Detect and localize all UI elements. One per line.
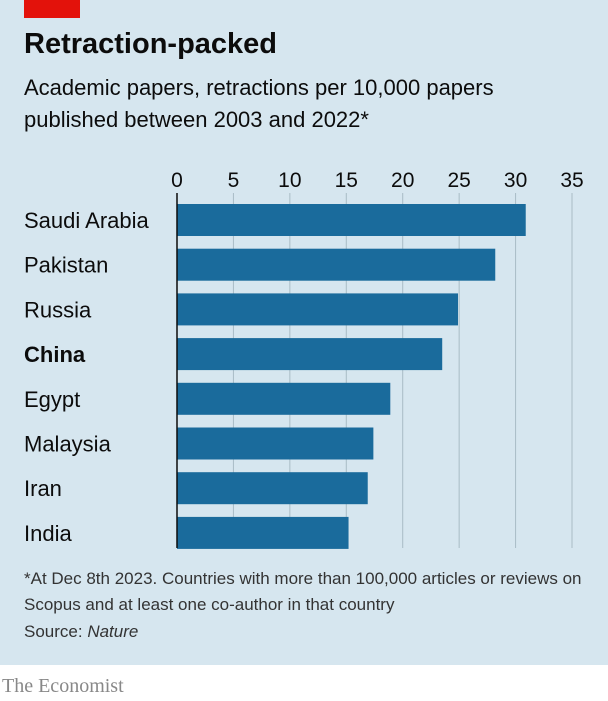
bar bbox=[177, 248, 496, 281]
brand-red-tag bbox=[24, 0, 80, 18]
x-tick-label: 0 bbox=[171, 169, 183, 192]
x-tick-label: 30 bbox=[504, 169, 527, 192]
brand-wordmark: The Economist bbox=[2, 675, 124, 697]
category-label: Pakistan bbox=[24, 253, 108, 278]
category-label: Iran bbox=[24, 476, 62, 501]
category-label: Saudi Arabia bbox=[24, 208, 150, 233]
x-tick-label: 15 bbox=[335, 169, 358, 192]
category-label: Egypt bbox=[24, 387, 80, 412]
source-name: Nature bbox=[87, 622, 139, 641]
x-tick-label: 5 bbox=[228, 169, 240, 192]
source-line: Source: Nature bbox=[24, 622, 138, 642]
bars bbox=[177, 204, 526, 549]
chart-panel bbox=[0, 0, 608, 665]
category-label: India bbox=[24, 521, 72, 546]
category-label: China bbox=[24, 342, 86, 367]
category-label: Russia bbox=[24, 297, 92, 322]
bar bbox=[177, 338, 443, 371]
chart-title: Retraction-packed bbox=[24, 28, 278, 60]
x-tick-label: 25 bbox=[447, 169, 470, 192]
chart-subtitle: Academic papers, retractions per 10,000 … bbox=[24, 75, 494, 132]
category-labels: Saudi Arabia Pakistan Russia China Egypt Mala… bbox=[24, 208, 150, 546]
bar bbox=[177, 516, 349, 549]
bar bbox=[177, 472, 368, 505]
bar-chart: 0 5 10 15 20 25 30 35 Saudi Arabia Pakistan Russi… bbox=[24, 169, 584, 549]
bar bbox=[177, 427, 374, 460]
bar bbox=[177, 204, 526, 236]
category-label: Malaysia bbox=[24, 432, 112, 457]
source-prefix: Source: bbox=[24, 622, 88, 641]
bar bbox=[177, 293, 459, 326]
x-tick-label: 35 bbox=[560, 169, 583, 192]
x-tick-label: 10 bbox=[278, 169, 301, 192]
x-axis-ticks: 0 5 10 15 20 25 30 35 bbox=[171, 169, 584, 192]
footnote: *At Dec 8th 2023. Countries with more th… bbox=[24, 569, 582, 614]
x-tick-label: 20 bbox=[391, 169, 414, 192]
bar bbox=[177, 382, 391, 415]
